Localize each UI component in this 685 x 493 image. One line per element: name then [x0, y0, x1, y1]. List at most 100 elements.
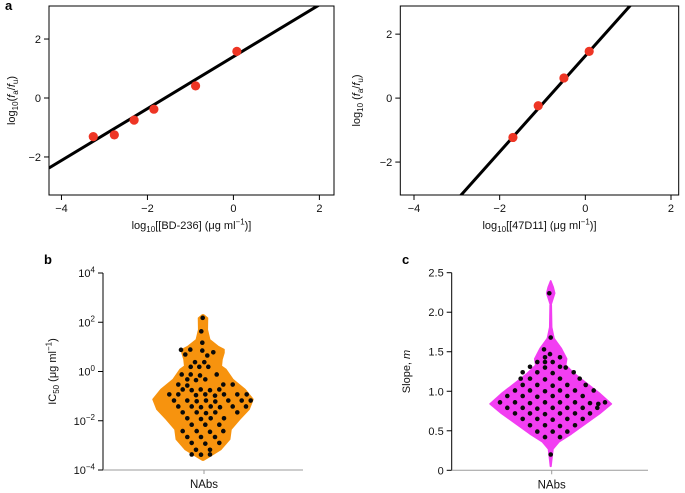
violin-dot: [185, 415, 190, 421]
violin-dot: [205, 353, 210, 358]
violin-dot: [557, 354, 563, 360]
label-segment: log: [351, 112, 363, 127]
violin-dot: [527, 422, 533, 428]
violin-dot: [203, 398, 209, 403]
violin-dot: [535, 406, 540, 411]
violin-dot: [208, 415, 213, 421]
violin-dot: [188, 364, 193, 370]
violin-dot: [542, 365, 548, 370]
violin-dot: [587, 411, 593, 416]
violin-dot: [221, 382, 226, 387]
label-segment: −4: [86, 462, 96, 471]
x-tick-label: −4: [55, 203, 68, 215]
label-segment: (: [6, 97, 18, 101]
violin-dot: [587, 400, 593, 406]
violin-dot: [565, 382, 570, 388]
violin-dot: [194, 398, 199, 404]
label-segment: 10: [78, 367, 90, 379]
violin-dot: [527, 376, 533, 381]
label-segment: −1: [44, 341, 53, 351]
label-segment: f: [351, 92, 363, 96]
label-segment: 10: [146, 225, 155, 234]
panel-b-label: b: [44, 252, 52, 267]
violin-dot: [557, 434, 563, 440]
y-tick-label: 0.5: [428, 426, 443, 438]
label-segment: f: [6, 83, 18, 87]
violin-dot: [497, 400, 503, 405]
violin-dot: [572, 422, 578, 428]
violin-dot: [557, 364, 563, 370]
label-segment: 10: [78, 268, 90, 280]
violin-dot: [520, 369, 525, 375]
x-tick-label: −4: [408, 203, 421, 215]
y-axis-title: log10(fa/fu): [6, 76, 20, 125]
violin-dot: [183, 352, 188, 357]
violin-dot: [248, 398, 253, 403]
violin-dot: [213, 410, 218, 415]
violin-dot: [527, 388, 533, 393]
violin-dot: [535, 394, 540, 400]
violin-dot: [535, 429, 540, 434]
violin-dot: [199, 329, 204, 334]
violin-dot: [188, 372, 193, 377]
violin-dot: [595, 405, 600, 411]
violin-dot: [176, 382, 181, 387]
label-segment: )]: [245, 220, 252, 232]
data-point: [129, 115, 139, 125]
label-segment: )]: [590, 220, 597, 232]
label-segment: 10: [356, 102, 365, 111]
data-point: [190, 81, 201, 91]
label-segment: log: [132, 220, 147, 232]
violin-dot: [213, 399, 218, 404]
violin-dot: [547, 351, 553, 357]
label-segment: 10: [11, 101, 20, 110]
violin-dot: [217, 387, 222, 392]
violin-dot: [550, 429, 555, 434]
violin-dot: [198, 434, 204, 440]
violin-dot: [207, 447, 213, 453]
violin-dot: [230, 404, 235, 409]
violin-dot: [185, 377, 190, 382]
plot-box: [48, 5, 335, 196]
violin-dot: [535, 416, 540, 422]
violin-dot: [193, 447, 199, 453]
violin-dot: [591, 388, 596, 393]
y-tick-label: 0: [438, 465, 444, 477]
violin-dot: [557, 376, 563, 381]
violin-dot: [557, 423, 563, 429]
violin-dot: [198, 387, 203, 392]
violin-dot: [550, 383, 555, 389]
violin-dot: [565, 416, 570, 422]
violin-dot: [565, 429, 570, 434]
violin-dot: [542, 434, 548, 440]
violin-dot: [203, 377, 208, 382]
label-segment: ): [6, 76, 18, 80]
x-tick-label: −2: [493, 203, 506, 215]
violin-dot: [171, 398, 177, 403]
label-segment: /: [6, 86, 18, 90]
violin-dot: [565, 405, 570, 411]
label-segment: u: [11, 80, 20, 84]
y-tick-label: 2: [386, 29, 392, 41]
x-tick-label: −2: [141, 203, 154, 215]
violin-dot: [580, 393, 585, 399]
violin-dot: [542, 422, 548, 428]
violin-dot: [189, 387, 194, 393]
label-segment: 2: [91, 315, 96, 324]
data-point: [232, 46, 242, 57]
violin-dot: [221, 392, 227, 397]
label-segment: u: [356, 78, 365, 82]
violin-dot: [550, 370, 555, 376]
violin-dot: [221, 415, 227, 421]
label-segment: 10: [74, 465, 86, 477]
violin-dot: [189, 440, 194, 446]
violin-dot: [176, 392, 181, 397]
violin-dot: [189, 422, 194, 427]
violin-dot: [212, 393, 218, 398]
violin-dot: [212, 434, 218, 440]
violin-dot: [180, 428, 185, 434]
violin-dot: [243, 404, 249, 409]
label-segment: ): [47, 338, 59, 342]
x-axis-title: log10[[BD-236] (μg ml−1)]: [132, 217, 252, 234]
data-point: [533, 101, 543, 111]
